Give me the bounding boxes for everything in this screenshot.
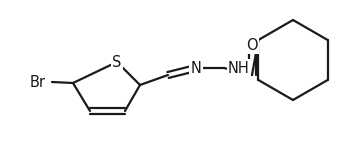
Text: Br: Br [30,74,46,90]
Text: N: N [190,61,201,75]
Text: O: O [246,37,258,53]
Text: NH: NH [228,61,250,75]
Text: S: S [112,54,122,70]
